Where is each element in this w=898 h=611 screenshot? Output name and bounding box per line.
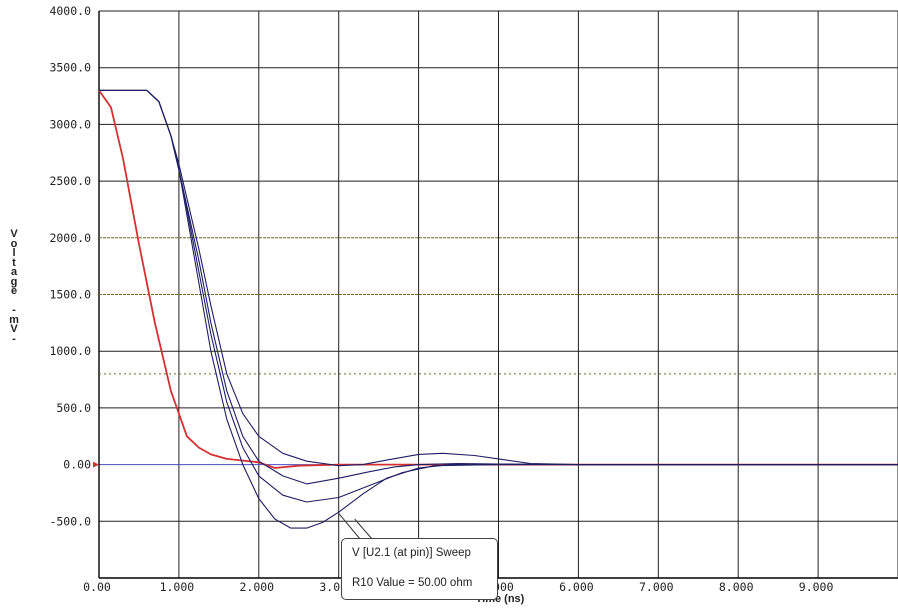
- y-axis-label-char: l: [12, 247, 16, 259]
- y-axis-label-char: e: [10, 285, 18, 297]
- y-tick-label: 1000.0: [49, 344, 91, 358]
- y-axis-label-char: -: [12, 332, 16, 345]
- reference-levels: [99, 237, 898, 375]
- y-tick-label: 3500.0: [49, 61, 91, 75]
- x-tick-label: 9.000: [799, 580, 834, 594]
- tooltip-parameter: R10 Value = 50.00 ohm: [352, 577, 473, 589]
- series-tooltip: V [U2.1 (at pin)] Sweep R10 Value = 50.0…: [341, 538, 498, 600]
- y-tick-label: 0.00: [63, 458, 91, 472]
- y-axis-label-char: V: [10, 228, 18, 240]
- y-axis-label-char: g: [10, 275, 18, 288]
- x-tick-label: 2.000: [239, 580, 274, 594]
- y-axis-label-char: -: [12, 304, 16, 316]
- y-axis-label-char: t: [12, 256, 16, 269]
- x-tick-label: 7.000: [639, 580, 674, 594]
- y-axis-label-char: V: [10, 323, 18, 335]
- y-axis-label-char: m: [9, 313, 19, 326]
- y-tick-label: -500.0: [49, 514, 91, 528]
- y-tick-label: 3000.0: [49, 117, 91, 131]
- x-tick-label: 1.000: [160, 580, 195, 594]
- y-tick-label: 1500.0: [49, 288, 91, 302]
- y-axis-label-char: o: [10, 237, 18, 250]
- series-line-2: [99, 89, 898, 467]
- series-lines: [98, 89, 898, 529]
- x-tick-label: 6.000: [559, 580, 594, 594]
- tooltip-pointer: [338, 513, 373, 540]
- x-tick-label: 8.000: [719, 580, 754, 594]
- y-tick-label: 2500.0: [49, 174, 91, 188]
- x-tick-label: 0.00: [83, 580, 111, 594]
- y-tick-label: 2000.0: [49, 231, 91, 245]
- y-tick-label: 500.0: [56, 401, 91, 415]
- zero-marker: [93, 461, 99, 468]
- series-line-5: [99, 89, 898, 529]
- y-tick-label: 4000.0: [49, 4, 91, 18]
- tick-labels: 4000.0 3500.0 3000.0 2500.0 2000.0 1500.0 1000…: [49, 4, 833, 594]
- tooltip-series-name: V [U2.1 (at pin)] Sweep: [352, 547, 471, 559]
- y-axis-label-char: a: [10, 266, 18, 278]
